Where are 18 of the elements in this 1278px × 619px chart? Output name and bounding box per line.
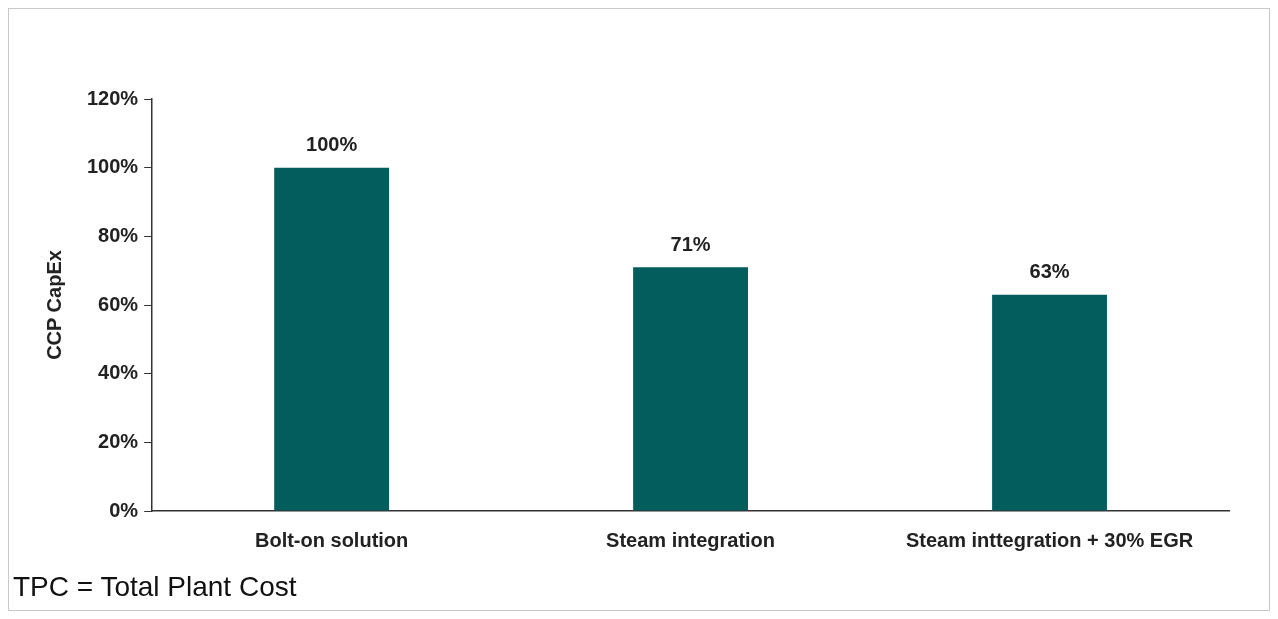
x-tick-label: Bolt-on solution (254, 528, 409, 551)
bar (992, 294, 1107, 511)
x-tick-label: Steam inttegration + 30% EGR (905, 528, 1194, 551)
y-tick-label: 40% (98, 361, 139, 384)
data-label: 71% (670, 232, 711, 255)
x-tick-label: Steam integration (606, 528, 776, 551)
y-tick-label: 100% (87, 155, 139, 178)
y-tick-label: 80% (98, 223, 139, 246)
y-axis-title: CCP CapEx (42, 250, 65, 360)
data-label: 63% (1029, 260, 1070, 283)
bar (274, 167, 390, 511)
y-tick-label: 0% (109, 498, 139, 521)
text: TPC = Total Plant Cost (12, 571, 298, 603)
y-tick-label: 60% (98, 292, 139, 315)
y-tick-label: 20% (98, 429, 139, 452)
data-label: 100% (306, 133, 358, 156)
bar (633, 267, 749, 511)
y-tick-label: 120% (87, 86, 139, 109)
